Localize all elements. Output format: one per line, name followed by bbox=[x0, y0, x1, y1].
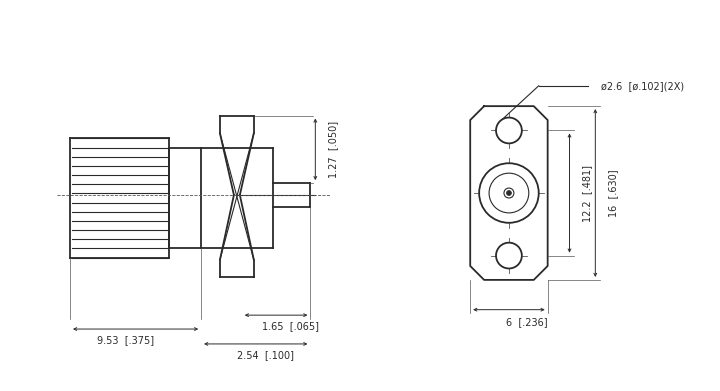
Circle shape bbox=[504, 188, 514, 198]
Text: ø2.6  [ø.102](2X): ø2.6 [ø.102](2X) bbox=[601, 81, 685, 91]
Circle shape bbox=[479, 163, 539, 223]
Text: 1.27  [.050]: 1.27 [.050] bbox=[328, 121, 338, 178]
Text: 16  [.630]: 16 [.630] bbox=[608, 169, 618, 217]
Circle shape bbox=[496, 118, 522, 143]
Circle shape bbox=[489, 173, 528, 213]
Circle shape bbox=[506, 190, 511, 196]
Circle shape bbox=[496, 243, 522, 269]
Text: 9.53  [.375]: 9.53 [.375] bbox=[97, 335, 154, 345]
Text: 6  [.236]: 6 [.236] bbox=[506, 317, 548, 326]
Text: 1.65  [.065]: 1.65 [.065] bbox=[261, 321, 318, 331]
Text: 2.54  [.100]: 2.54 [.100] bbox=[237, 350, 294, 360]
Polygon shape bbox=[470, 106, 548, 280]
Text: 12.2  [.481]: 12.2 [.481] bbox=[582, 165, 593, 222]
